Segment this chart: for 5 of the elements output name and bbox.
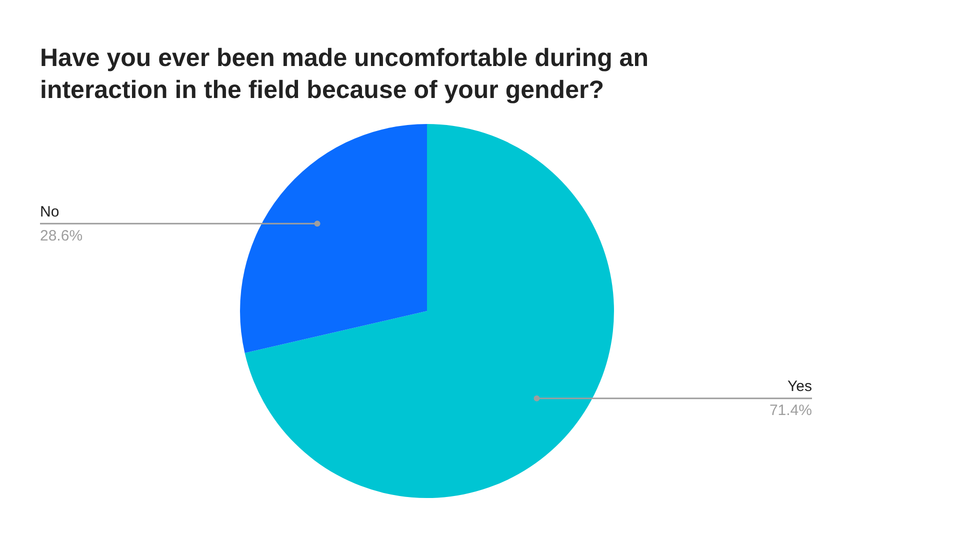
data-label: 71.4% bbox=[769, 402, 812, 419]
chart-title: Have you ever been made uncomfortable during an interaction in the field because of your gender? bbox=[40, 43, 650, 106]
slice-label: Yes bbox=[788, 378, 812, 395]
slice-label: No bbox=[40, 203, 60, 220]
data-label: 28.6% bbox=[40, 227, 83, 244]
